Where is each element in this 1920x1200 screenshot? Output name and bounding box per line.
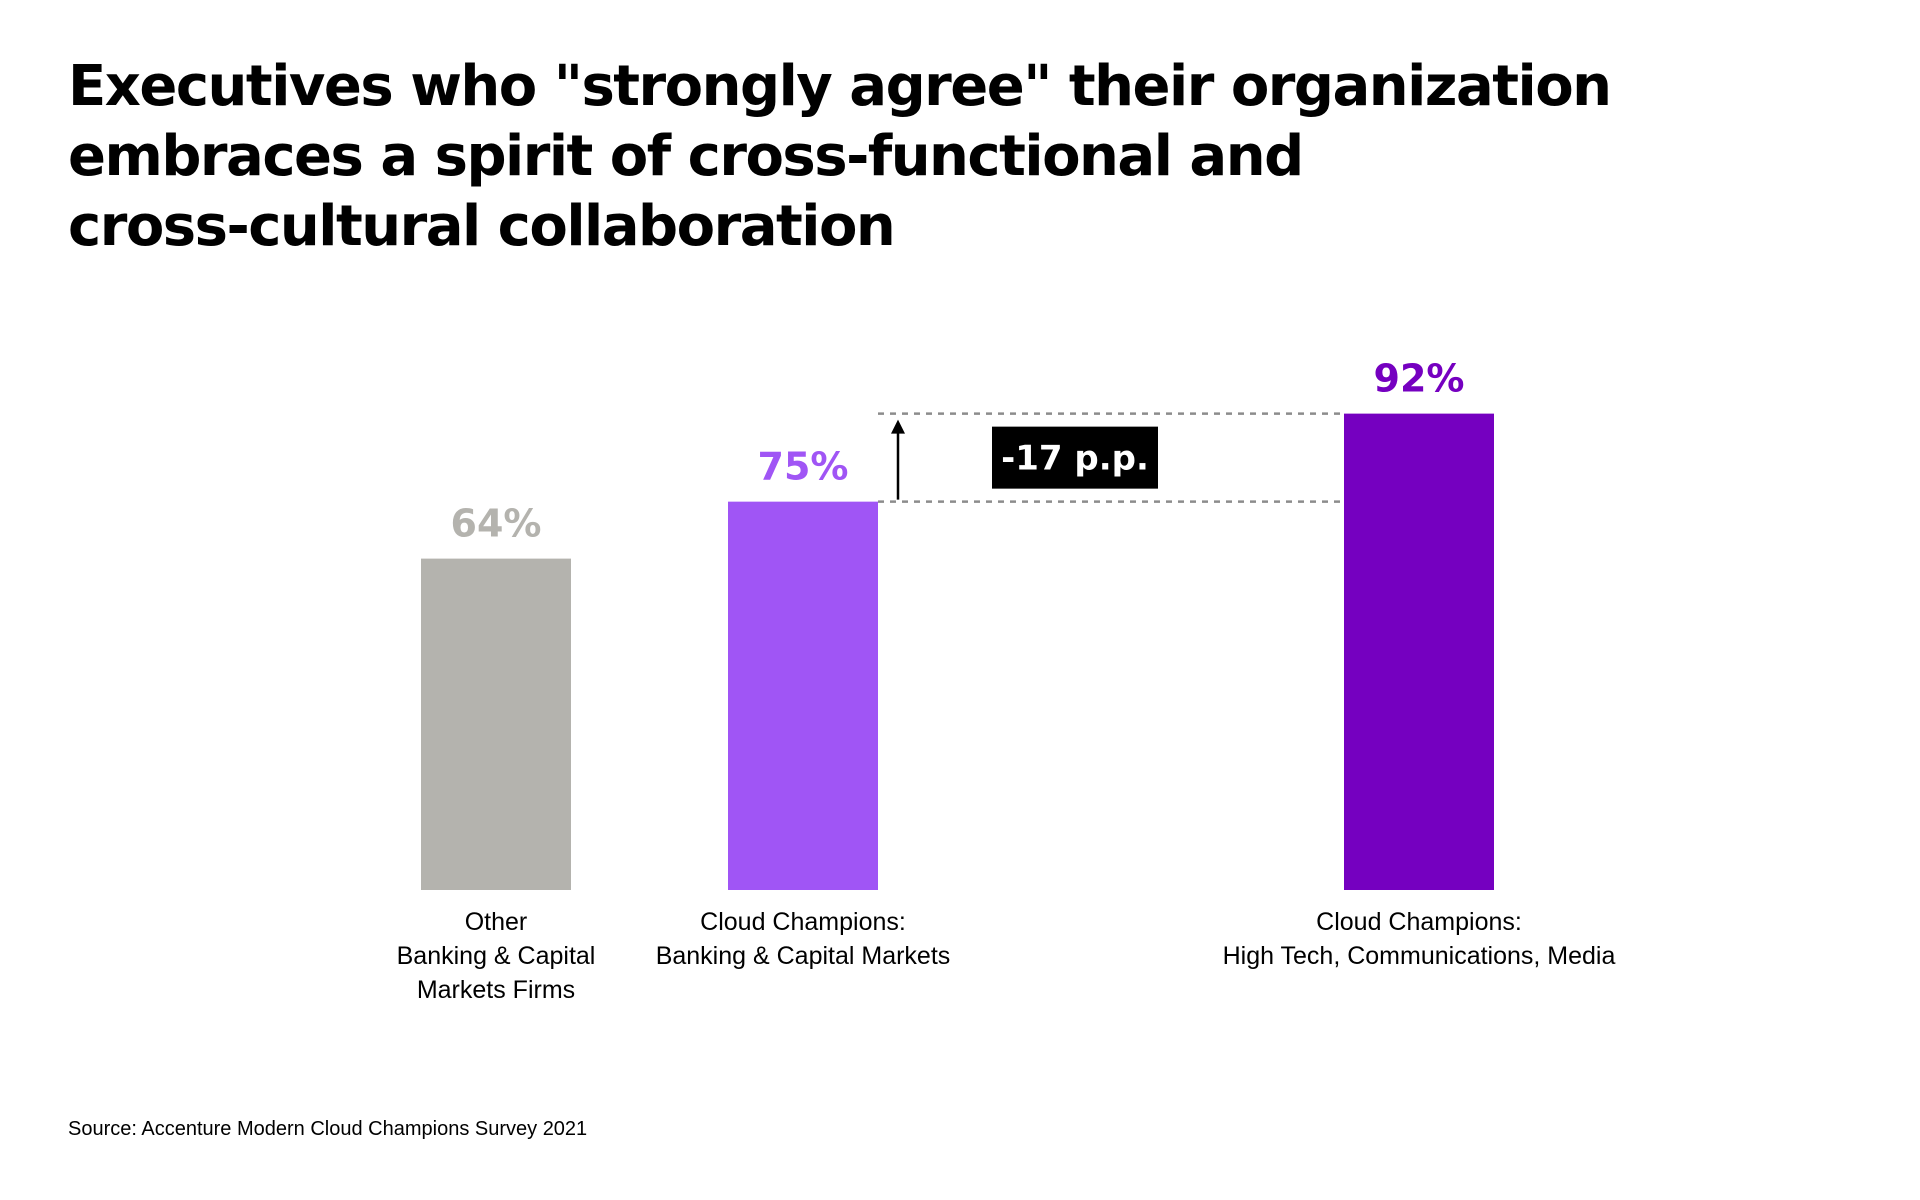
category-label-line: Markets Firms bbox=[417, 976, 575, 1004]
bars-layer bbox=[421, 413, 1494, 890]
arrow-up-icon bbox=[891, 419, 905, 434]
category-label-2: Cloud Champions: Banking & Capital Market… bbox=[656, 908, 951, 970]
category-label-line: Cloud Champions: bbox=[1316, 908, 1522, 936]
chart-title: Executives who "strongly agree" their or… bbox=[68, 54, 1612, 259]
difference-label-box bbox=[992, 426, 1158, 489]
category-label-line: Banking & Capital bbox=[397, 942, 596, 970]
source-note: Source: Accenture Modern Cloud Champions… bbox=[68, 1118, 588, 1140]
category-label-1: Other Banking & Capital Markets Firms bbox=[397, 908, 596, 1004]
difference-annotation: -17 p.p. bbox=[878, 412, 1344, 503]
bar-3 bbox=[1344, 413, 1494, 890]
category-label-line: Other bbox=[465, 908, 528, 936]
labels-layer: 64% Other Banking & Capital Markets Firms 75… bbox=[397, 357, 1616, 1004]
bar-1 bbox=[421, 558, 571, 890]
category-label-line: Banking & Capital Markets bbox=[656, 942, 951, 970]
category-label-line: Cloud Champions: bbox=[700, 908, 906, 936]
value-label-2: 75% bbox=[758, 445, 849, 489]
bar-2 bbox=[728, 501, 878, 890]
value-label-3: 92% bbox=[1374, 357, 1465, 401]
difference-label: -17 p.p. bbox=[1001, 439, 1149, 479]
value-label-1: 64% bbox=[451, 502, 542, 546]
category-label-3: Cloud Champions: High Tech, Communication… bbox=[1223, 908, 1616, 970]
category-label-line: High Tech, Communications, Media bbox=[1223, 942, 1616, 970]
